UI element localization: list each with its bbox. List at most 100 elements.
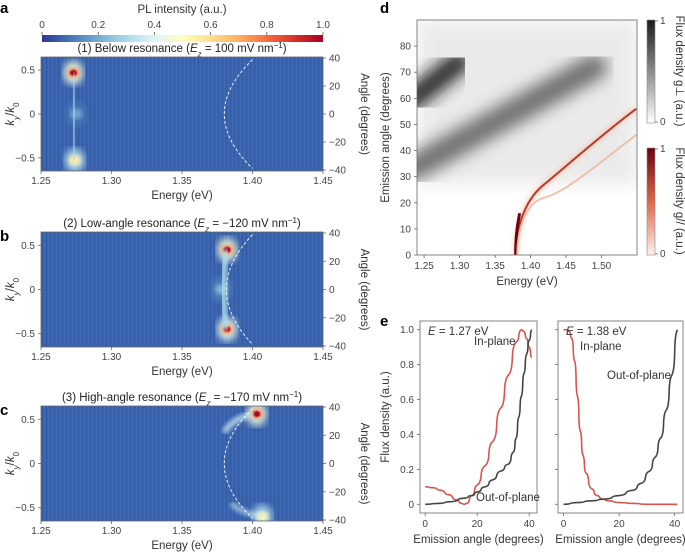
energy-annotation: E = 1.27 eV (428, 326, 489, 338)
x-tick-label: 1.50 (592, 261, 612, 272)
title-part: ) (297, 218, 301, 230)
x-tick-label: 1.35 (485, 261, 505, 272)
dispersion-dashed-curve (223, 59, 253, 169)
y-tick-label: 0 (29, 285, 35, 296)
x-tick-label: 20 (614, 519, 626, 530)
x-axis-label: Emission angle (degrees) (413, 534, 544, 546)
x-tick-label: 1.45 (556, 261, 576, 272)
pl-colorbar-tick-label: 0.8 (260, 20, 274, 31)
panel-letter-e: e (380, 313, 388, 330)
x-tick-label: 1.35 (172, 176, 192, 187)
x-tick-label: 40 (669, 519, 681, 530)
x-tick-label: 1.40 (243, 352, 263, 363)
y-tick-label: 80 (400, 42, 412, 53)
title-part: ) (283, 43, 287, 55)
plot-frame (419, 320, 538, 514)
in-plane-line (563, 328, 678, 506)
y-tick-label: −0.5 (15, 153, 35, 164)
panel-title: (2) Low-angle resonance (Ez = −120 mV nm… (63, 216, 301, 234)
pl-colorbar: PL intensity (a.u.) 0 0.2 0.4 0.6 0.8 1.0 (39, 4, 330, 42)
in-plane-label: In-plane (474, 336, 516, 348)
x-tick-label: 1.45 (313, 526, 333, 537)
panel-b: (2) Low-angle resonance (Ez = −120 mV nm… (5, 216, 370, 379)
pl-colorbar-tick-label: 1.0 (316, 20, 330, 31)
y-right-tick-label: −20 (329, 138, 346, 149)
colorbar-perp-min: 0 (660, 117, 666, 128)
panel-title: (3) High-angle resonance (Ez = −170 mV n… (62, 390, 302, 408)
x-tick-label: 1.25 (414, 261, 434, 272)
red-mode-curve-weak (516, 134, 637, 255)
title-part: −1 (274, 41, 284, 50)
y-right-tick-label: 40 (329, 403, 341, 414)
title-part: ) (298, 392, 302, 404)
y-axis-label-part: / (5, 461, 17, 465)
gray-mode-band (417, 54, 608, 181)
x-tick-label: 1.30 (102, 526, 122, 537)
red-mode-peak (514, 212, 522, 255)
y-tick-label: 0.6 (400, 395, 414, 406)
energy-annotation-value: = 1.38 eV (574, 326, 627, 338)
y-right-axis-label: Angle (degrees) (358, 423, 370, 505)
y-right-tick-label: 20 (329, 431, 341, 442)
title-part: E (190, 43, 198, 55)
x-axis-label: Emission angle (degrees) (555, 534, 685, 546)
y-right-tick-label: −40 (329, 166, 346, 177)
panel-letter-a: a (0, 0, 9, 17)
pl-colorbar-label: PL intensity (a.u.) (137, 4, 226, 16)
y-right-tick-label: 20 (329, 257, 341, 268)
y-tick-label: 0 (405, 251, 411, 262)
colorbar-par-min: 0 (660, 249, 666, 260)
title-part: = 100 mV nm (202, 43, 274, 55)
in-plane-label: In-plane (580, 341, 622, 353)
title-part: E (199, 392, 207, 404)
in-plane-line (425, 328, 533, 506)
heatmap-peak (253, 410, 261, 417)
energy-annotation: E = 1.38 eV (566, 326, 627, 338)
x-tick-label: 1.30 (450, 261, 470, 272)
colorbar-par-label: Flux density g// (a.u.) (673, 147, 685, 255)
y-tick-label: −0.5 (15, 503, 35, 514)
x-tick-label: 1.40 (243, 176, 263, 187)
out-of-plane-line (563, 329, 679, 506)
y-right-tick-label: 0 (329, 285, 335, 296)
y-axis-label: ky/k0 (5, 451, 21, 475)
panel-c: (3) High-angle resonance (Ez = −170 mV n… (5, 390, 370, 552)
heatmap-background (41, 57, 323, 171)
heatmap-streak (229, 501, 263, 520)
title-part: z (204, 225, 209, 234)
pl-colorbar-tick-label: 0.2 (91, 20, 105, 31)
x-tick-label: 0 (422, 519, 428, 530)
x-tick-label: 1.45 (313, 176, 333, 187)
x-tick-label: 1.40 (521, 261, 541, 272)
y-tick-label: −0.5 (15, 329, 35, 340)
x-axis-label: Energy (eV) (151, 190, 213, 202)
title-part: z (205, 399, 210, 408)
y-tick-label: 30 (400, 172, 412, 183)
y-right-axis-label: Angle (degrees) (358, 73, 370, 155)
heatmap-streak (71, 72, 77, 161)
y-tick-label: 40 (400, 146, 412, 157)
energy-annotation-symbol: E (428, 326, 436, 338)
title-part: −1 (288, 216, 298, 225)
y-axis-label-part: 0 (12, 102, 21, 107)
colorbar-perp-label: Flux density g⊥ (a.u.) (673, 15, 685, 126)
y-axis-label: Flux density (a.u.) (380, 371, 392, 463)
y-tick-label: 1.0 (400, 325, 414, 336)
heatmap-body (417, 20, 637, 255)
title-part: (2) Low-angle resonance ( (63, 218, 197, 230)
out-of-plane-line (425, 329, 533, 506)
title-part: z (197, 50, 202, 59)
y-tick-label: 0 (29, 110, 35, 121)
y-tick-label: 0.5 (21, 241, 35, 252)
x-axis-label: Energy (eV) (151, 366, 213, 378)
x-tick-label: 1.40 (243, 526, 263, 537)
y-axis-label-part: y (12, 290, 21, 296)
y-tick-label: 0.2 (400, 465, 414, 476)
y-axis-label: Emission angle (degrees) (380, 72, 392, 203)
y-tick-label: 0.4 (400, 430, 414, 441)
x-tick-label: 1.25 (31, 352, 51, 363)
heatmap-body (41, 57, 323, 171)
gray-mode-band (417, 50, 471, 110)
pl-colorbar-gradient (42, 35, 323, 42)
